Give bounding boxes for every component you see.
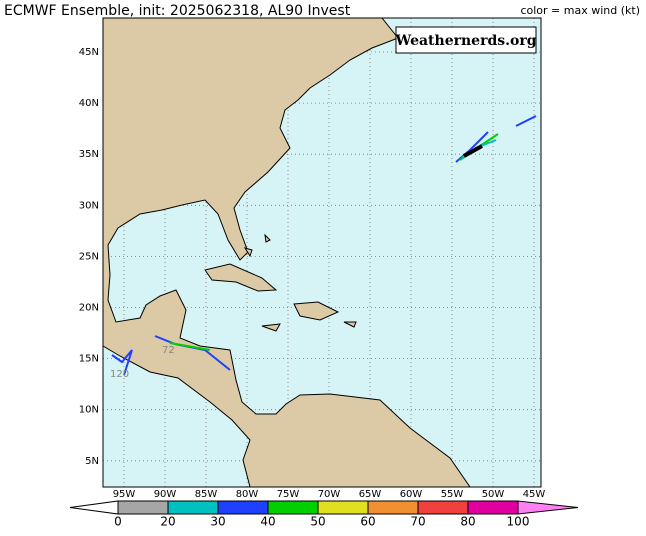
- colorbar-segment: [367, 500, 419, 515]
- watermark-box: [395, 26, 537, 54]
- lon-label: 85W: [195, 489, 218, 500]
- map-frame: [102, 17, 542, 488]
- track-annotation: 72: [162, 345, 175, 356]
- colorbar-tick-label: 50: [310, 515, 325, 529]
- lat-label: 25N: [79, 251, 99, 262]
- lat-label: 35N: [79, 149, 99, 160]
- lon-label: 60W: [400, 489, 423, 500]
- colorbar-segment: [317, 500, 369, 515]
- lon-label: 90W: [154, 489, 177, 500]
- colorbar-segment: [417, 500, 469, 515]
- lat-label: 45N: [79, 47, 99, 58]
- lat-label: 15N: [79, 354, 99, 365]
- lat-label: 30N: [79, 200, 99, 211]
- colorbar-tick-label: 70: [410, 515, 425, 529]
- lat-label: 20N: [79, 303, 99, 314]
- colorbar-segment: [117, 500, 169, 515]
- colorbar-segment: [217, 500, 269, 515]
- lon-label: 75W: [277, 489, 300, 500]
- colorbar-segment: [167, 500, 219, 515]
- lon-label: 65W: [359, 489, 382, 500]
- colorbar-tick-label: 40: [260, 515, 275, 529]
- colorbar-tick-label: 80: [460, 515, 475, 529]
- colorbar-tick-label: 0: [114, 515, 122, 529]
- lat-label: 40N: [79, 98, 99, 109]
- colorbar-segment: [467, 500, 519, 515]
- colorbar-tick-label: 30: [210, 515, 225, 529]
- track-annotation: 120: [110, 369, 129, 380]
- lon-label: 50W: [482, 489, 505, 500]
- colorbar: 0 20 30 40 50 60 70 80 100: [69, 500, 579, 529]
- lon-label: 80W: [236, 489, 259, 500]
- colorbar-left-arrow: [69, 500, 119, 515]
- colorbar-tick-label: 100: [507, 515, 530, 529]
- colorbar-tick-label: 60: [360, 515, 375, 529]
- lat-label: 10N: [79, 405, 99, 416]
- lon-label: 95W: [113, 489, 136, 500]
- title: ECMWF Ensemble, init: 2025062318, AL90 I…: [4, 3, 351, 19]
- watermark: Weathernerds.org: [395, 33, 537, 49]
- colorbar-segment: [267, 500, 319, 515]
- colorbar-right-arrow: [517, 500, 579, 515]
- lat-label: 5N: [85, 456, 99, 467]
- tracks: [111, 115, 537, 376]
- lon-label: 55W: [441, 489, 464, 500]
- land: [102, 17, 471, 488]
- lon-label: 70W: [318, 489, 341, 500]
- colorbar-tick-label: 20: [160, 515, 175, 529]
- legend-label: color = max wind (kt): [520, 4, 640, 17]
- lon-label: 45W: [523, 489, 546, 500]
